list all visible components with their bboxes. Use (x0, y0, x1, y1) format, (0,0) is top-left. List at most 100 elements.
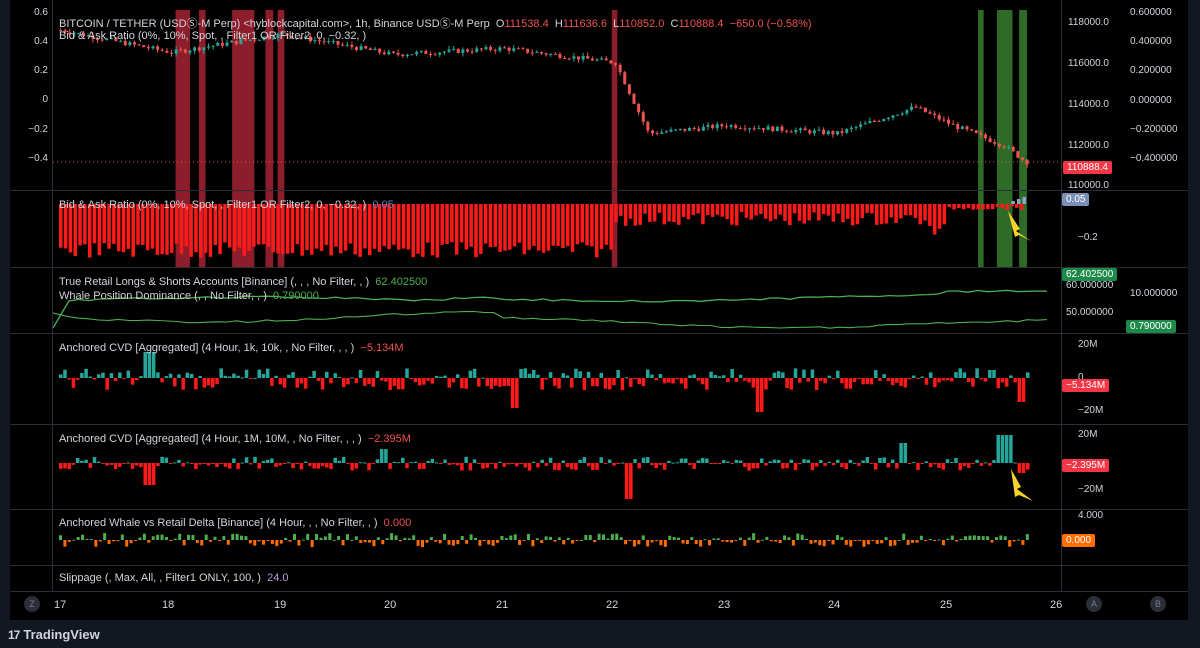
cvd1-bar (363, 378, 367, 386)
cvd2-bar (287, 462, 291, 464)
retail-svg (53, 289, 1047, 329)
cvd2-plot[interactable]: Anchored CVD [Aggregated] (4 Hour, 1M, 1… (52, 425, 1062, 509)
cvd1-bar (320, 378, 325, 390)
delta-bar (425, 540, 429, 543)
cvd1-bar (244, 369, 249, 378)
price-plot[interactable]: BITCOIN / TETHER (USDⓈ-M Perp) <hyblockc… (52, 0, 1062, 190)
candle-body (133, 42, 136, 45)
cvd2-bar (979, 463, 984, 466)
bid-ask-bar (247, 204, 251, 252)
candle-body (914, 106, 918, 108)
cvd1-bar (308, 376, 312, 378)
bid-ask-bar (715, 204, 720, 215)
delta-plot[interactable]: Anchored Whale vs Retail Delta [Binance]… (52, 510, 1062, 565)
delta-bar (849, 540, 853, 547)
cvd1-bar (358, 369, 363, 378)
cvd1-bar (75, 378, 80, 380)
cvd2-bar (392, 461, 397, 463)
delta-bar (981, 536, 985, 540)
cvd2-bar (308, 463, 312, 466)
cvd2-bar (569, 463, 574, 470)
bid-ask-bar (116, 204, 121, 252)
delta-bar (800, 534, 804, 540)
cvd2-pane[interactable]: Anchored CVD [Aggregated] (4 Hour, 1M, 1… (10, 425, 1188, 510)
retail-pane[interactable]: True Retail Longs & Shorts Accounts [Bin… (10, 268, 1188, 334)
delta-bar (200, 540, 204, 546)
auto-scale-a-button[interactable]: A (1086, 596, 1102, 612)
candle-body (896, 114, 900, 116)
price-tick: 110000.0 (1068, 180, 1109, 191)
bid-ask-plot[interactable]: Bid & Ask Ratio (0%, 10%, Spot, , Filter… (52, 191, 1062, 267)
candle-body (567, 58, 571, 60)
cvd1-plot[interactable]: Anchored CVD [Aggregated] (4 Hour, 1k, 1… (52, 334, 1062, 424)
cvd1-bar (101, 372, 105, 378)
bid-ask-bar (763, 204, 768, 219)
bid-ask-bar (783, 204, 787, 222)
cvd1-bar (574, 368, 578, 378)
delta-bar (743, 540, 747, 546)
cvd2-bar (320, 463, 325, 467)
cvd1-bar (337, 377, 342, 379)
bid-ask-bar (387, 204, 391, 250)
bid-ask-bar (469, 204, 473, 247)
cvd2-bar (574, 463, 578, 470)
candle-body (109, 37, 113, 39)
cvd1-bar (173, 378, 177, 387)
delta-bar (341, 540, 345, 546)
cvd1-bar (151, 352, 156, 378)
retail-plot[interactable]: True Retail Longs & Shorts Accounts [Bin… (52, 268, 1062, 333)
bid-ask-value: 0.05 (372, 199, 394, 211)
cvd1-bar (713, 374, 718, 378)
delta-bar (204, 534, 208, 540)
cvd1-bar (709, 371, 713, 378)
bid-ask-bar (913, 204, 918, 218)
cvd1-svg (59, 352, 1030, 412)
time-axis[interactable]: Z 17 18 19 20 21 22 23 24 25 26 A B (10, 591, 1188, 620)
delta-pane[interactable]: Anchored Whale vs Retail Delta [Binance]… (10, 510, 1188, 566)
cvd2-bar (97, 461, 101, 463)
slippage-pane[interactable]: Slippage (, Max, All, , Filter1 ONLY, 10… (10, 566, 1188, 592)
delta-bar (129, 540, 133, 544)
candle-body (711, 124, 715, 129)
delta-bar (412, 535, 416, 540)
candle-body (632, 93, 636, 104)
auto-scale-button[interactable]: Z (24, 596, 40, 612)
cvd1-bar (578, 371, 582, 378)
bid-ask-pane[interactable]: Bid & Ask Ratio (0%, 10%, Spot, , Filter… (10, 191, 1188, 268)
cvd2-bar (764, 463, 768, 466)
cvd1-bar (641, 378, 646, 386)
delta-bar (182, 540, 186, 546)
bid-ask-bar (445, 204, 449, 244)
whale-title: Whale Position Dominance (, , No Filter,… (59, 290, 267, 302)
date-label: 25 (940, 599, 953, 611)
price-scale[interactable]: 118000.0 116000.0 114000.0 112000.0 1100… (1060, 0, 1188, 190)
cvd2-bar (447, 463, 451, 465)
price-pane[interactable]: 0.6 0.4 0.2 0 −0.2 −0.4 BITCOIN / TETHER… (10, 0, 1188, 191)
cvd1-bar (743, 378, 747, 381)
delta-bar (911, 540, 915, 543)
delta-bar (774, 540, 778, 542)
cvd2-bar (996, 435, 1000, 463)
delta-bar (941, 540, 945, 546)
cvd1-bar (612, 378, 616, 386)
cvd1-bar (215, 378, 219, 385)
cvd1-pane[interactable]: Anchored CVD [Aggregated] (4 Hour, 1k, 1… (10, 334, 1188, 425)
highlight-band (277, 10, 285, 190)
high-value: 111636.6 (562, 18, 608, 30)
bid-ask-bar (918, 204, 922, 225)
candle-body (905, 109, 909, 114)
highlight-band (996, 10, 1013, 190)
delta-bar (535, 538, 539, 540)
candle-body (290, 35, 294, 38)
cvd1-bar (1017, 378, 1022, 402)
cvd2-bar (367, 463, 371, 471)
tradingview-logo[interactable]: 17 TradingView (8, 627, 100, 642)
cvd2-bar (325, 463, 329, 468)
cvd1-bar (287, 374, 291, 378)
bid-ask-bar (305, 204, 309, 251)
slippage-plot[interactable]: Slippage (, Max, All, , Filter1 ONLY, 10… (52, 566, 1062, 591)
candle-body (438, 52, 442, 55)
candle-body (910, 106, 913, 110)
cvd2-bar (958, 463, 962, 471)
auto-scale-b-button[interactable]: B (1150, 596, 1166, 612)
